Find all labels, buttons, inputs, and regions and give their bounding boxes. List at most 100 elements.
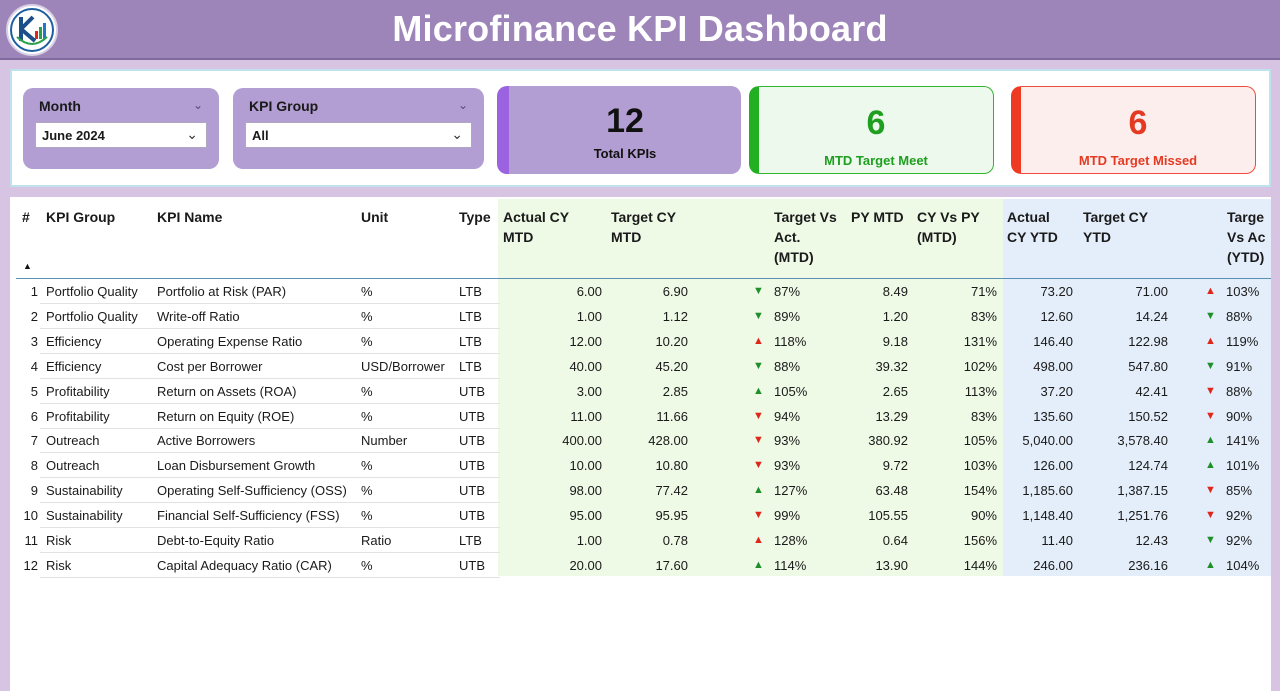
header-text: Actual CY [503, 209, 570, 225]
header-unit[interactable]: Unit [361, 209, 389, 225]
row-target-cy-mtd: 45.20 [655, 358, 688, 374]
row-divider [40, 527, 500, 529]
header-type[interactable]: Type [459, 209, 491, 225]
row-unit: % [361, 308, 373, 324]
row-cy-vs-py-mtd: 113% [964, 383, 997, 399]
row-py-mtd: 13.29 [875, 408, 908, 424]
row-actual-cy-mtd: 40.00 [569, 358, 602, 374]
table-row[interactable]: 9 Sustainability Operating Self-Sufficienc… [10, 478, 1271, 504]
header-cy-vs-py-mtd[interactable]: CY Vs PY (MTD) [917, 207, 980, 247]
row-kpi-group: Sustainability [46, 508, 123, 524]
total-kpis-value: 12 [606, 102, 644, 140]
row-target-vs-act-ytd: 101% [1226, 458, 1260, 474]
arrow-up-red-icon: ▲ [1205, 334, 1216, 347]
row-cy-vs-py-mtd: 83% [970, 408, 997, 424]
chevron-down-icon[interactable]: ⌄ [457, 98, 468, 112]
header-actual-cy-ytd[interactable]: Actual CY YTD [1007, 207, 1058, 247]
row-type: UTB [459, 433, 485, 449]
row-target-cy-mtd: 11.66 [656, 408, 688, 424]
header-actual-cy-mtd[interactable]: Actual CY MTD [503, 207, 569, 247]
row-kpi-name: Return on Equity (ROE) [157, 408, 295, 424]
chevron-down-icon[interactable]: ⌄ [192, 98, 203, 112]
chevron-down-icon[interactable]: ⌄ [451, 126, 463, 142]
row-target-cy-ytd: 236.16 [1128, 557, 1168, 573]
row-target-cy-ytd: 14.24 [1135, 308, 1168, 324]
header-kpi-group[interactable]: KPI Group [46, 209, 116, 225]
table-row[interactable]: 4 Efficiency Cost per Borrower USD/Borrower… [10, 354, 1271, 379]
row-kpi-group: Risk [46, 533, 72, 548]
row-actual-cy-ytd: 73.20 [1040, 284, 1073, 299]
table-row[interactable]: 6 Profitability Return on Equity (ROE)% UTB… [10, 404, 1271, 429]
table-row[interactable]: 11 Risk Debt-to-Equity Ratio Ratio LTB 1.00 0.… [10, 528, 1271, 553]
page-title: Microfinance KPI Dashboard [392, 8, 888, 49]
arrow-down-red-icon: ▼ [1205, 384, 1216, 397]
row-divider [40, 327, 500, 329]
table-row[interactable]: 8 Outreach Loan Disbursement Growth% UTB 10.… [10, 453, 1271, 479]
header-target-cy-mtd[interactable]: Target CY MTD [611, 207, 676, 247]
table-row[interactable]: 12 Risk Capital Adequacy Ratio (CAR)% UTB 20… [10, 553, 1271, 578]
row-target-vs-act-ytd: 119% [1226, 333, 1259, 349]
header-text: (MTD) [774, 249, 814, 265]
month-label: Month [39, 98, 81, 114]
row-kpi-name: Return on Assets (ROA) [157, 383, 297, 399]
row-py-mtd: 380.92 [868, 433, 908, 449]
month-slicer: Month ⌄ June 2024 ⌄ [23, 88, 219, 169]
row-number: 6 [30, 408, 38, 424]
table-row[interactable]: 2 Portfolio Quality Write-off Ratio% LTB 1.0… [10, 304, 1271, 329]
row-divider [40, 552, 500, 553]
header-py-mtd[interactable]: PY MTD [851, 209, 904, 225]
row-kpi-name: Capital Adequacy Ratio (CAR) [157, 557, 332, 573]
arrow-down-red-icon: ▼ [1205, 509, 1216, 522]
row-unit: % [361, 284, 373, 299]
target-meet-value: 6 [866, 104, 886, 142]
row-kpi-group: Efficiency [46, 358, 102, 374]
row-type: LTB [459, 308, 482, 324]
arrow-down-green-icon: ▼ [753, 285, 764, 297]
row-target-cy-ytd: 1,251.76 [1117, 508, 1168, 524]
header-kpi-name[interactable]: KPI Name [157, 209, 223, 225]
header-target-vs-act-ytd[interactable]: Targe Vs Ac (YTD) [1227, 207, 1265, 267]
row-type: LTB [459, 284, 482, 299]
header-target-cy-ytd[interactable]: Target CY YTD [1083, 207, 1148, 247]
table-row[interactable]: 5 Profitability Return on Assets (ROA)% UTB… [10, 379, 1271, 404]
logo-icon [6, 4, 58, 56]
arrow-down-red-icon: ▼ [753, 409, 764, 422]
month-dropdown[interactable]: June 2024 ⌄ [35, 122, 207, 148]
header-text: Target Vs [774, 209, 837, 225]
kpi-group-dropdown[interactable]: All ⌄ [245, 122, 472, 148]
row-py-mtd: 8.49 [882, 284, 908, 299]
row-kpi-group: Portfolio Quality [46, 284, 138, 299]
chevron-down-icon[interactable]: ⌄ [186, 126, 198, 142]
row-target-cy-mtd: 2.85 [662, 383, 688, 399]
target-meet-card: 6 MTD Target Meet [749, 86, 994, 174]
row-actual-cy-mtd: 12.00 [569, 333, 602, 349]
table-row[interactable]: 1 Portfolio Quality Portfolio at Risk (PAR… [10, 279, 1271, 304]
header-text: MTD [503, 229, 534, 245]
table-row[interactable]: 3 Efficiency Operating Expense Ratio% LTB 12… [10, 329, 1271, 354]
row-target-cy-ytd: 3,578.40 [1117, 433, 1168, 449]
row-target-cy-mtd: 0.78 [662, 533, 688, 548]
row-target-cy-ytd: 122.98 [1128, 333, 1168, 349]
header-target-vs-act-mtd[interactable]: Target Vs Act. (MTD) [774, 207, 837, 267]
table-row[interactable]: 10 Sustainability Financial Self-Sufficien… [10, 503, 1271, 529]
row-actual-cy-ytd: 146.40 [1033, 333, 1073, 349]
row-actual-cy-ytd: 1,185.60 [1022, 483, 1073, 499]
row-target-cy-mtd: 10.80 [655, 458, 688, 474]
total-kpis-label: Total KPIs [593, 146, 657, 161]
row-kpi-group: Profitability [46, 383, 110, 399]
header-text: CY YTD [1007, 229, 1058, 245]
row-target-vs-act-mtd: 93% [774, 433, 801, 449]
arrow-up-green-icon: ▲ [1205, 434, 1216, 447]
row-actual-cy-mtd: 10.00 [569, 458, 602, 474]
header-num[interactable]: # [22, 209, 30, 225]
arrow-down-red-icon: ▼ [753, 509, 764, 522]
row-kpi-name: Operating Expense Ratio [157, 333, 303, 349]
row-kpi-name: Portfolio at Risk (PAR) [157, 284, 287, 299]
arrow-down-green-icon: ▼ [753, 359, 764, 372]
row-target-vs-act-mtd: 114% [774, 557, 807, 573]
row-unit: % [361, 383, 373, 399]
table-row[interactable]: 7 Outreach Active Borrowers Number UTB 400.00… [10, 428, 1271, 454]
arrow-down-red-icon: ▼ [753, 434, 764, 447]
row-type: UTB [459, 458, 485, 474]
sort-ascending-icon[interactable]: ▲ [23, 261, 32, 271]
